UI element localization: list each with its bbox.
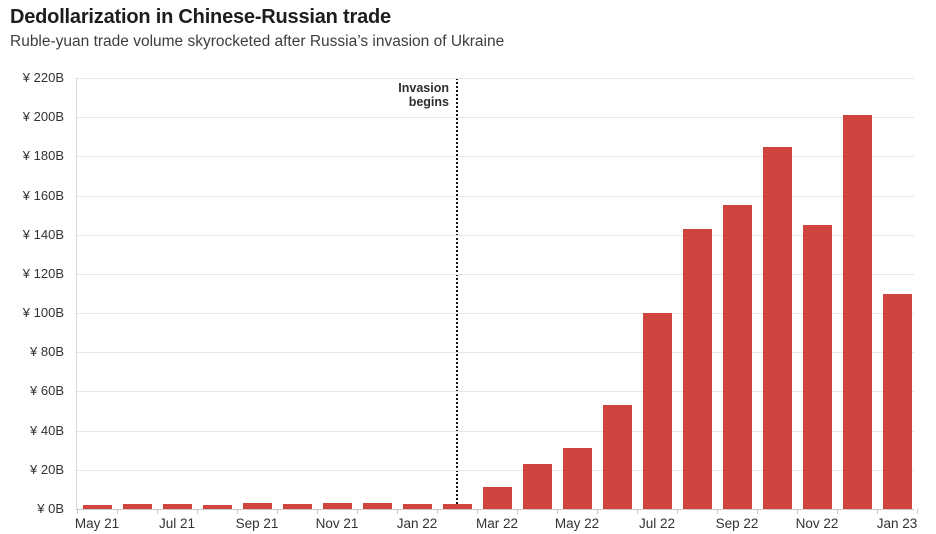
x-axis-line — [76, 509, 914, 510]
bar — [202, 505, 232, 509]
bar — [362, 503, 392, 509]
y-axis-label: ¥ 100B — [22, 305, 64, 321]
y-axis-label: ¥ 220B — [22, 70, 64, 85]
y-axis-label: ¥ 20B — [30, 461, 64, 477]
gridline — [76, 156, 914, 158]
invasion-dotted-line — [456, 78, 458, 509]
x-axis-label: May 21 — [74, 516, 120, 531]
chart-subtitle: Ruble-yuan trade volume skyrocketed afte… — [10, 33, 505, 50]
x-axis-tick — [877, 509, 878, 514]
x-axis-label: Nov 21 — [315, 516, 359, 531]
bar — [482, 487, 512, 509]
x-axis-label: Jul 22 — [638, 516, 676, 531]
x-axis-label: Jul 21 — [158, 516, 196, 531]
x-axis-tick — [197, 509, 198, 514]
x-axis-tick — [557, 509, 558, 514]
x-axis-label: May 22 — [554, 516, 600, 531]
bar — [642, 313, 672, 509]
x-axis-label: Sep 22 — [715, 516, 759, 531]
y-axis-label: ¥ 160B — [22, 187, 64, 203]
gridline — [76, 195, 914, 197]
x-axis-tick — [757, 509, 758, 514]
x-axis-tick — [77, 509, 78, 514]
bar — [242, 503, 272, 509]
bar — [762, 146, 792, 509]
x-axis-tick — [917, 509, 918, 514]
gridline — [76, 273, 914, 275]
invasion-annotation: Invasion begins — [300, 81, 449, 109]
bar — [402, 504, 432, 509]
x-axis-tick — [637, 509, 638, 514]
x-axis-tick — [117, 509, 118, 514]
x-axis-label: Jan 23 — [876, 516, 918, 531]
x-axis-tick — [517, 509, 518, 514]
gridline — [76, 234, 914, 236]
bar — [282, 504, 312, 509]
x-axis-tick — [477, 509, 478, 514]
x-axis-tick — [717, 509, 718, 514]
x-axis-tick — [237, 509, 238, 514]
x-axis-tick — [437, 509, 438, 514]
invasion-annotation-line1: Invasion — [398, 81, 449, 95]
x-axis-label: Jan 22 — [396, 516, 438, 531]
bar — [602, 405, 632, 509]
bar — [322, 503, 352, 509]
x-axis-tick — [837, 509, 838, 514]
y-axis-label: ¥ 140B — [22, 226, 64, 242]
x-axis-label: Nov 22 — [795, 516, 839, 531]
bar — [442, 504, 472, 509]
y-axis-label: ¥ 200B — [22, 109, 64, 125]
gridline — [76, 117, 914, 119]
invasion-annotation-line2: begins — [408, 95, 449, 109]
gridline — [76, 78, 914, 79]
y-axis-line — [76, 78, 77, 509]
gridline — [76, 469, 914, 471]
x-axis-tick — [317, 509, 318, 514]
bar — [802, 224, 832, 509]
gridline — [76, 352, 914, 354]
bar — [562, 448, 592, 509]
y-axis-label: ¥ 180B — [22, 148, 64, 164]
x-axis-tick — [157, 509, 158, 514]
x-axis-tick — [677, 509, 678, 514]
x-axis-label: Mar 22 — [475, 516, 519, 531]
x-axis-label: Sep 21 — [235, 516, 279, 531]
bar — [842, 115, 872, 509]
y-axis-label: ¥ 60B — [30, 383, 64, 399]
x-axis-tick — [277, 509, 278, 514]
gridline — [76, 313, 914, 315]
bar — [522, 463, 552, 509]
bar — [722, 205, 752, 509]
y-axis-label: ¥ 120B — [22, 265, 64, 281]
bar — [122, 504, 152, 509]
y-axis-label: ¥ 0B — [37, 501, 64, 516]
bar — [162, 504, 192, 509]
bar — [82, 505, 112, 509]
chart-title: Dedollarization in Chinese-Russian trade — [10, 6, 391, 28]
x-axis-tick — [397, 509, 398, 514]
y-axis-label: ¥ 40B — [30, 422, 64, 438]
y-axis-label: ¥ 80B — [30, 344, 64, 360]
gridline — [76, 391, 914, 393]
x-axis-tick — [797, 509, 798, 514]
gridline — [76, 430, 914, 432]
bar — [682, 228, 712, 509]
x-axis-tick — [357, 509, 358, 514]
x-axis-tick — [597, 509, 598, 514]
bar — [882, 293, 912, 509]
